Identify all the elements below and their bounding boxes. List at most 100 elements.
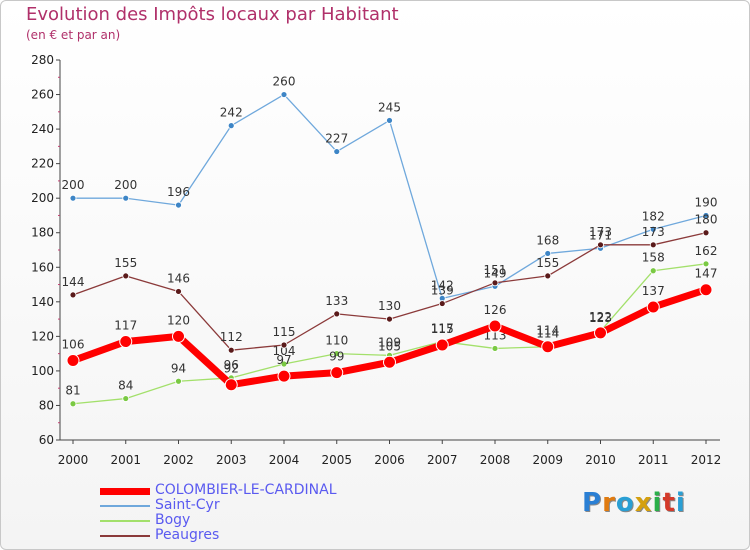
data-point — [649, 267, 657, 275]
brand-letter: t — [662, 488, 676, 518]
y-tick-label: 100 — [31, 364, 54, 378]
legend-swatch — [100, 520, 150, 522]
legend-swatch — [100, 488, 150, 495]
y-tick-label: 160 — [31, 260, 54, 274]
data-point — [541, 340, 555, 354]
data-point — [386, 117, 393, 124]
data-point — [435, 338, 449, 352]
x-tick-label: 2012 — [691, 453, 722, 467]
data-point — [122, 194, 130, 202]
data-point — [702, 212, 710, 219]
data-label: 158 — [642, 251, 665, 265]
brand-letter: i — [675, 488, 686, 518]
data-point — [175, 377, 182, 385]
data-point — [224, 378, 238, 392]
x-tick-label: 2007 — [427, 453, 458, 467]
data-point — [594, 326, 607, 340]
legend-swatch — [100, 535, 150, 537]
data-label: 182 — [642, 209, 665, 223]
data-point — [119, 335, 133, 349]
data-point — [386, 315, 393, 323]
data-label: 117 — [431, 322, 454, 336]
data-label: 180 — [695, 213, 718, 227]
x-tick-label: 2005 — [321, 453, 352, 467]
x-tick-label: 2000 — [58, 453, 89, 467]
data-label: 115 — [273, 325, 296, 339]
data-point — [175, 201, 182, 209]
data-point — [172, 329, 185, 343]
data-label: 168 — [536, 233, 559, 247]
data-label: 99 — [329, 350, 344, 364]
data-label: 115 — [431, 322, 454, 336]
x-tick-label: 2004 — [269, 453, 300, 467]
data-point — [544, 272, 552, 280]
data-point — [227, 346, 235, 354]
data-label: 245 — [378, 100, 401, 114]
brand-logo: Proxiti — [582, 488, 686, 518]
data-label: 126 — [484, 303, 507, 317]
data-label: 104 — [273, 344, 296, 358]
legend-label: Saint-Cyr — [155, 497, 220, 513]
data-point — [649, 241, 657, 249]
brand-letter: r — [602, 488, 616, 518]
data-label: 114 — [536, 327, 559, 341]
x-tick-label: 2011 — [638, 453, 669, 467]
data-point — [491, 279, 499, 287]
data-label: 260 — [273, 75, 296, 89]
y-tick-label: 240 — [31, 122, 54, 136]
legend-label: Bogy — [155, 512, 191, 528]
data-label: 106 — [62, 338, 85, 352]
data-label: 133 — [325, 294, 348, 308]
data-label: 173 — [642, 225, 665, 239]
series-line-peaugres — [72, 232, 707, 351]
data-point — [646, 300, 660, 314]
y-tick-label: 120 — [31, 329, 54, 343]
data-label: 123 — [589, 311, 612, 325]
data-point — [702, 260, 710, 268]
y-tick-label: 220 — [31, 157, 54, 171]
data-point — [280, 91, 288, 98]
legend-label: Peaugres — [155, 527, 220, 543]
x-tick-label: 2008 — [480, 453, 511, 467]
x-tick-label: 2001 — [110, 453, 141, 467]
x-tick-label: 2010 — [585, 453, 616, 467]
data-label: 151 — [484, 263, 507, 277]
data-label: 110 — [325, 334, 348, 348]
y-tick-label: 60 — [39, 433, 54, 447]
data-label: 109 — [378, 335, 401, 349]
data-label: 137 — [642, 284, 665, 298]
data-point — [491, 345, 499, 352]
brand-letter: o — [615, 488, 635, 518]
data-point — [122, 395, 130, 402]
data-label: 114 — [536, 324, 559, 338]
data-point — [122, 272, 130, 280]
data-point — [69, 400, 77, 408]
data-point — [649, 225, 657, 233]
data-label: 96 — [224, 358, 239, 372]
data-label: 97 — [276, 353, 291, 367]
data-label: 142 — [431, 278, 454, 292]
chart-subtitle: (en € et par an) — [26, 28, 121, 42]
y-tick-label: 200 — [31, 191, 54, 205]
y-tick-label: 260 — [31, 88, 54, 102]
data-point — [544, 250, 552, 257]
data-label: 144 — [62, 275, 85, 289]
data-point — [597, 241, 604, 249]
data-label: 155 — [114, 256, 137, 270]
data-point — [333, 350, 341, 358]
x-tick-label: 2009 — [532, 453, 563, 467]
data-point — [333, 310, 341, 318]
data-label: 130 — [378, 299, 401, 313]
data-point — [699, 283, 713, 297]
y-tick-label: 180 — [31, 226, 54, 240]
y-tick-label: 280 — [31, 53, 54, 67]
data-label: 94 — [171, 361, 186, 375]
x-tick-label: 2006 — [374, 453, 405, 467]
data-label: 149 — [484, 266, 507, 280]
data-point — [280, 360, 288, 368]
data-label: 147 — [695, 267, 718, 281]
brand-letter: P — [582, 488, 603, 518]
legend-label: COLOMBIER-LE-CARDINAL — [155, 482, 337, 498]
y-tick-label: 80 — [39, 398, 54, 412]
